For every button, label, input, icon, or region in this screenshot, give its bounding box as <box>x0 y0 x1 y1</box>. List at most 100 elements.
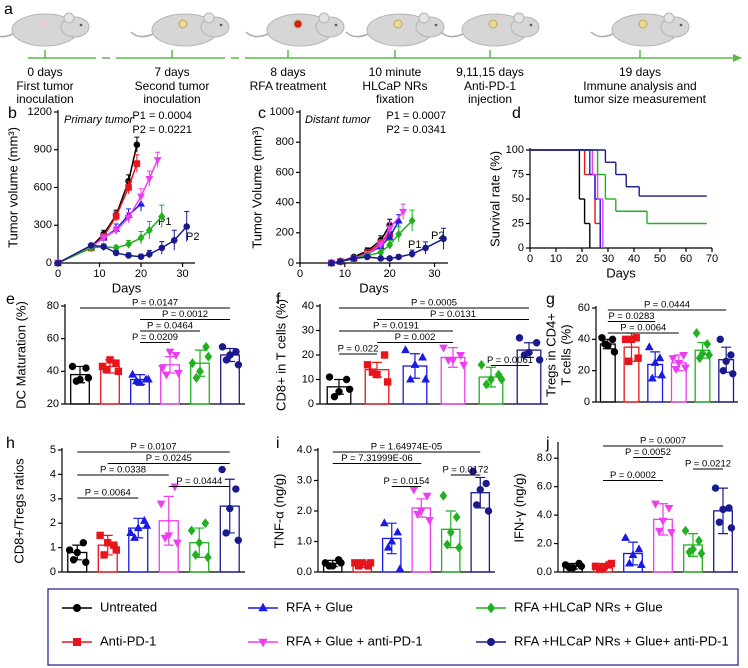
annotation: P1 <box>408 239 421 251</box>
legend-label: RFA +HLCaP NRs + Glue <box>514 599 663 614</box>
p-value: P = 0.0012 <box>162 309 208 320</box>
marker <box>595 565 604 573</box>
event-text: RFA treatment <box>250 79 327 93</box>
marker <box>203 552 212 563</box>
x-axis-label: Days <box>112 280 142 295</box>
event-text: Immune analysis and <box>583 79 696 93</box>
marker <box>610 348 619 356</box>
marker <box>459 361 469 370</box>
marker <box>385 225 394 233</box>
panel-label: a <box>4 1 13 18</box>
marker <box>133 160 141 167</box>
panel-label: i <box>276 435 280 452</box>
tumor <box>393 19 403 29</box>
marker <box>125 252 132 259</box>
marker <box>139 515 149 524</box>
y-tick-label: 75 <box>512 168 524 180</box>
marker <box>627 335 636 344</box>
marker <box>191 549 200 560</box>
p-value: P = 0.0052 <box>625 447 671 458</box>
marker <box>188 358 197 369</box>
marker <box>456 351 465 360</box>
tumor <box>40 21 46 27</box>
event-time: 0 days <box>27 65 62 79</box>
marker <box>112 359 120 367</box>
marker <box>112 546 120 554</box>
marker <box>497 374 506 385</box>
y-tick-label: 300 <box>34 219 52 231</box>
marker <box>565 564 574 572</box>
marker <box>226 351 234 359</box>
marker <box>156 500 166 509</box>
marker <box>650 357 660 366</box>
p-value: P = 0.0172 <box>442 465 488 476</box>
marker <box>421 374 431 383</box>
marker <box>439 344 448 353</box>
marker <box>695 353 704 364</box>
y-tick-label: 40 <box>578 333 590 345</box>
y-tick-label: 4 <box>50 468 56 480</box>
mouse-tail <box>590 31 614 38</box>
series-line <box>57 226 188 264</box>
y-tick-label: 80 <box>47 300 59 312</box>
marker <box>401 345 410 354</box>
event-text: tumor size measurement <box>574 92 707 106</box>
marker <box>477 359 486 370</box>
y-tick-label: 8.0 <box>537 452 552 464</box>
panel-label: b <box>8 105 17 122</box>
panel-label: h <box>6 435 15 452</box>
mouse-tail <box>440 31 464 38</box>
marker <box>218 465 226 474</box>
y-axis-label: CD8+ in T cells (%) <box>273 299 288 411</box>
marker <box>160 534 170 543</box>
marker <box>202 341 210 352</box>
marker <box>440 235 447 243</box>
marker <box>153 157 162 165</box>
marker <box>607 559 616 568</box>
marker <box>258 602 268 612</box>
y-tick-label: 25 <box>512 217 524 229</box>
marker <box>174 369 183 378</box>
event-text: Anti-PD-1 <box>464 79 516 93</box>
y-tick-label: 1.0 <box>297 535 312 547</box>
marker <box>487 638 495 646</box>
marker <box>399 208 408 217</box>
marker <box>130 532 139 541</box>
marker <box>125 184 132 191</box>
panel-label: c <box>258 105 266 122</box>
p-value: P = 7.31999E-06 <box>341 453 412 464</box>
p-value: P = 0.0107 <box>130 442 176 453</box>
annotation: P2 = 0.0341 <box>386 124 446 136</box>
marker <box>142 520 152 529</box>
marker <box>100 551 108 559</box>
marker <box>171 351 181 360</box>
y-tick-label: 3 <box>50 493 56 505</box>
marker <box>409 486 419 495</box>
marker <box>413 510 423 519</box>
x-tick-label: 60 <box>680 253 692 265</box>
mouse-ear <box>663 12 675 24</box>
marker <box>716 335 724 344</box>
p-value: P = 0.0002 <box>610 470 656 481</box>
marker <box>535 356 544 364</box>
marker <box>473 501 481 509</box>
marker <box>222 529 230 537</box>
p-value: P = 0.0209 <box>132 332 178 343</box>
mouse-tail <box>0 33 14 38</box>
tumor <box>178 19 188 29</box>
marker <box>376 242 385 250</box>
event-text: fixation <box>376 92 414 106</box>
marker <box>408 216 416 226</box>
p-value: P = 0.0064 <box>85 488 131 499</box>
marker <box>133 523 143 532</box>
marker <box>628 550 638 558</box>
marker <box>484 507 493 515</box>
x-tick-label: 0 <box>297 268 303 280</box>
x-tick-label: 0 <box>527 253 533 265</box>
legend-box <box>47 588 739 666</box>
marker <box>325 562 333 570</box>
marker <box>196 366 204 377</box>
y-tick-label: 0 <box>46 257 52 269</box>
marker <box>366 559 375 567</box>
y-tick-label: 20 <box>578 365 590 377</box>
